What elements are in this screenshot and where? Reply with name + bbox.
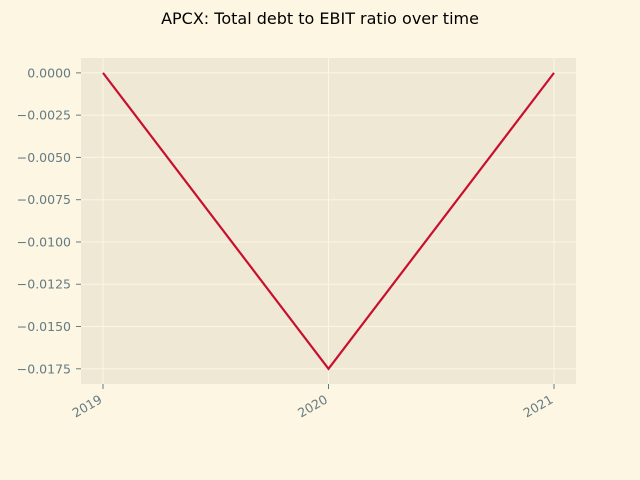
- y-tick-label: −0.0025: [17, 108, 71, 123]
- y-tick-label: −0.0050: [17, 150, 71, 165]
- grid-lines: [81, 58, 576, 384]
- y-tick-label: −0.0075: [17, 192, 71, 207]
- y-axis-ticks: 0.0000 −0.0025 −0.0050 −0.0075 −0.0100 −0.012…: [17, 65, 81, 376]
- x-tick-label: 2020: [295, 392, 330, 421]
- y-tick-label: −0.0150: [17, 319, 71, 334]
- series-layer: [102, 72, 555, 371]
- x-tick-label: 2019: [69, 392, 104, 421]
- series-line: [102, 72, 555, 371]
- x-axis-ticks: 2019 2020 2021: [69, 384, 556, 421]
- y-tick-label: 0.0000: [27, 65, 71, 80]
- y-tick-label: −0.0175: [17, 361, 71, 376]
- chart-title: APCX: Total debt to EBIT ratio over time: [161, 9, 479, 28]
- y-tick-label: −0.0100: [17, 234, 71, 249]
- y-tick-label: −0.0125: [17, 277, 71, 292]
- x-tick-label: 2021: [520, 392, 555, 421]
